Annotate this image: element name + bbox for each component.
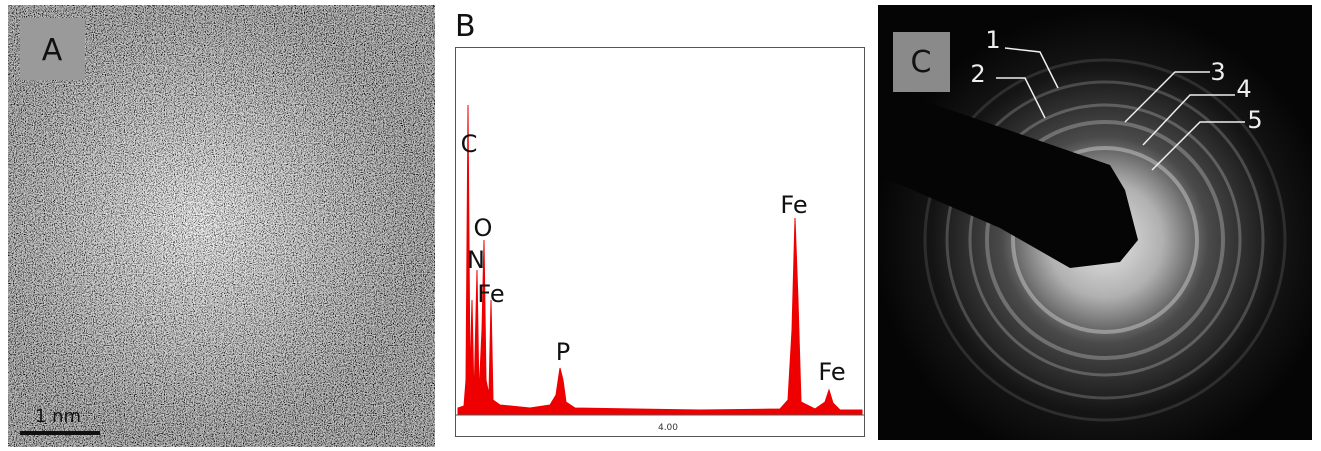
pointer xyxy=(996,77,1046,119)
peak-label: Fe xyxy=(780,191,807,219)
scale-bar xyxy=(20,431,100,435)
ring-label: 1 xyxy=(985,26,1000,54)
ring-label: 3 xyxy=(1210,58,1225,86)
ring xyxy=(923,58,1287,422)
peak-label: Fe xyxy=(818,358,845,386)
peak-label: P xyxy=(556,338,570,366)
panel-b: B 4.00 C O N Fe P Fe Fe xyxy=(455,9,865,437)
ring xyxy=(985,120,1225,360)
pointer xyxy=(1151,121,1245,171)
peak-label: N xyxy=(467,246,485,274)
ring-label: 4 xyxy=(1236,75,1251,103)
peak-label: C xyxy=(461,130,478,158)
panel-c: C 1 2 3 4 5 xyxy=(878,5,1312,440)
ring xyxy=(945,80,1265,400)
label-box xyxy=(893,32,950,92)
pointer xyxy=(1142,94,1235,146)
spectrum xyxy=(457,104,863,415)
pointer xyxy=(1124,71,1210,123)
panel-a: A 1 nm xyxy=(8,5,435,447)
diffraction-rings xyxy=(923,58,1287,422)
peak-label: Fe xyxy=(477,280,504,308)
scale-bar-label: 1 nm xyxy=(35,406,81,427)
ring-pointers xyxy=(996,47,1245,171)
beam-stop xyxy=(878,85,1138,268)
ring xyxy=(968,103,1242,377)
label-box xyxy=(20,18,85,80)
ring-label: 5 xyxy=(1247,106,1262,134)
pointer xyxy=(1004,47,1059,89)
ring-label: 2 xyxy=(970,60,985,88)
panel-label: A xyxy=(42,33,63,68)
panel-label: B xyxy=(455,9,476,44)
panel-label: C xyxy=(911,45,932,80)
ring xyxy=(1011,146,1199,334)
peak-label: O xyxy=(474,214,493,242)
x-tick-label: 4.00 xyxy=(658,423,678,433)
plot-frame xyxy=(455,47,865,437)
